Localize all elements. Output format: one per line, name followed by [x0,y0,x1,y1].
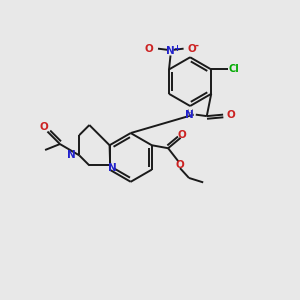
Text: O: O [39,122,48,132]
Text: Cl: Cl [229,64,239,74]
Text: O: O [177,130,186,140]
Text: N: N [67,150,76,160]
Text: N: N [108,163,117,172]
Text: O: O [144,44,153,54]
Text: O: O [227,110,236,120]
Text: O: O [188,44,196,54]
Text: N: N [166,46,175,56]
Text: -: - [194,41,198,51]
Text: O: O [176,160,184,170]
Text: +: + [173,44,181,53]
Text: H: H [186,109,193,118]
Text: N: N [185,110,194,120]
